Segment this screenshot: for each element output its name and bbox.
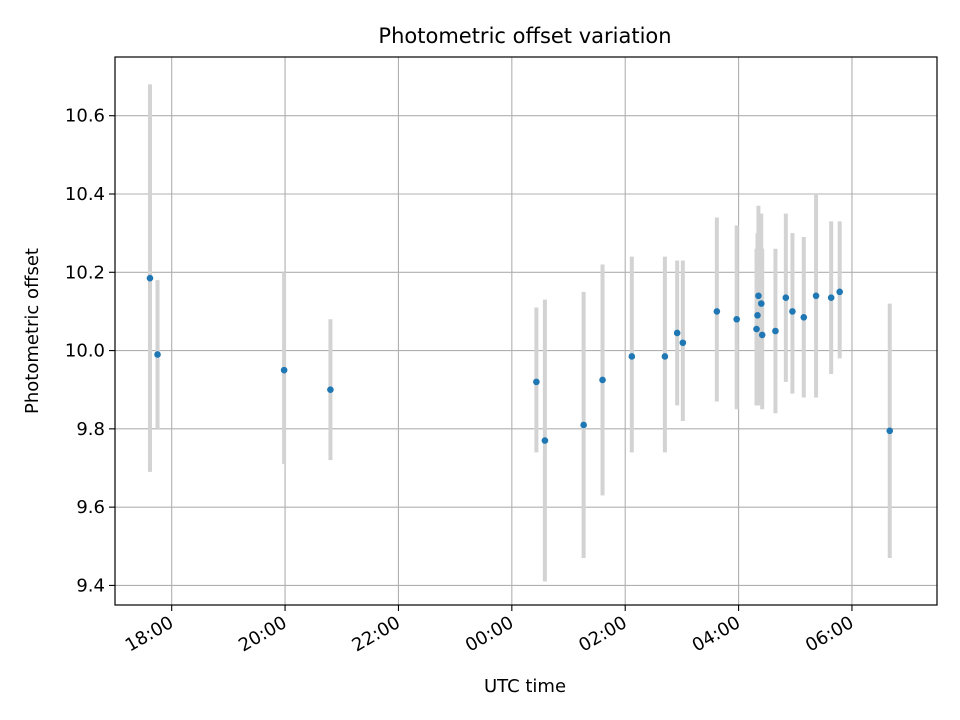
data-point <box>599 376 606 384</box>
data-point <box>713 308 721 315</box>
data-points <box>146 274 894 444</box>
y-axis-label: Photometric offset <box>22 248 43 414</box>
data-point <box>628 353 636 360</box>
data-point <box>146 274 154 282</box>
y-tick-label: 9.4 <box>76 575 105 596</box>
data-point <box>836 288 843 296</box>
data-point <box>533 378 540 386</box>
data-point <box>800 314 808 321</box>
y-tick-label: 10.4 <box>65 184 105 205</box>
data-point <box>753 325 760 333</box>
data-point <box>827 294 835 302</box>
data-point <box>757 300 765 307</box>
y-tick-label: 10.6 <box>65 106 105 127</box>
plot-frame <box>114 56 938 606</box>
data-point <box>754 312 761 319</box>
data-point <box>580 421 587 429</box>
data-point <box>772 327 779 335</box>
x-axis-label: UTC time <box>484 676 566 697</box>
data-point <box>733 315 740 323</box>
y-tick-label: 10.2 <box>65 262 105 283</box>
y-axis-ticks: 9.4 9.6 9.8 10.0 10.2 10.4 10.6 <box>65 106 115 596</box>
data-point <box>661 353 669 360</box>
data-point <box>154 351 161 358</box>
data-point <box>679 339 687 347</box>
data-point <box>886 427 894 435</box>
data-point <box>758 331 766 339</box>
chart-title: Photometric offset variation <box>378 24 671 48</box>
y-tick-label: 9.8 <box>76 419 105 440</box>
data-point <box>673 329 681 337</box>
data-point <box>280 366 288 374</box>
data-point <box>327 386 334 394</box>
y-tick-label: 9.6 <box>76 497 105 518</box>
data-point <box>782 294 790 302</box>
data-point <box>789 308 796 315</box>
grid-lines <box>115 57 937 605</box>
y-tick-label: 10.0 <box>65 341 105 362</box>
data-point <box>755 292 762 300</box>
data-point <box>541 437 549 444</box>
data-point <box>812 292 820 300</box>
